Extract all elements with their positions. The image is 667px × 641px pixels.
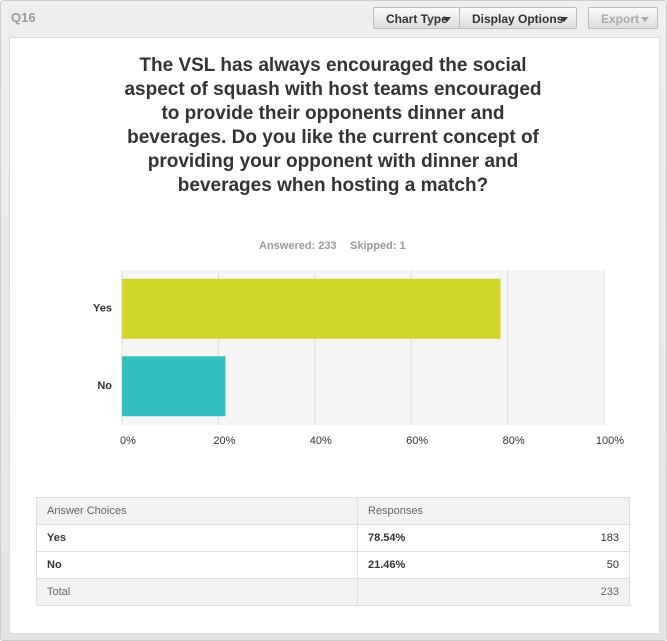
cell: 21.46% [357,551,521,579]
x-tick-label: 100% [596,435,624,447]
y-tick-label: No [97,380,112,392]
column-header: Responses [357,497,630,525]
chart-type-button[interactable]: Chart Type [373,7,460,29]
column-header: Answer Choices [36,497,358,525]
cell: 78.54% [357,524,521,552]
export-button[interactable]: Export [588,7,658,29]
chart-title: The VSL has always encouraged the social… [124,55,542,196]
cell: Yes [36,524,358,552]
results-table: Answer Choices Responses Yes 78.54% 183 No 2… [36,497,631,606]
bar [122,356,226,417]
question-number: Q16 [11,10,36,25]
display-options-button[interactable]: Display Options [459,7,577,29]
cell: 183 [520,524,631,552]
cell: Total [36,578,358,606]
x-tick-label: 80% [503,435,525,447]
answered: Answered: 233 [259,240,337,252]
x-tick-label: 0% [120,435,136,447]
skipped: Skipped: 1 [350,240,406,252]
x-tick-label: 40% [310,435,332,447]
chart: 0% 20% 40% 60% 80% 100% Yes No [93,270,624,447]
cell: 233 [357,578,630,606]
y-tick-label: Yes [93,303,112,315]
cell: No [36,551,358,579]
bar [122,278,501,339]
cell: 50 [520,551,631,579]
x-tick-label: 20% [213,435,235,447]
x-tick-label: 60% [406,435,428,447]
